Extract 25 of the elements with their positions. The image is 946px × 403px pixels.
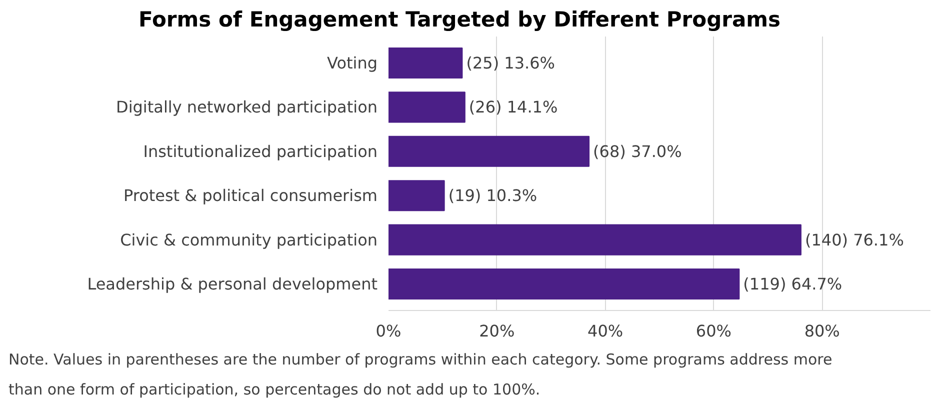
y-tick-label: Protest & political consumerism	[123, 186, 378, 206]
bar	[388, 47, 463, 79]
bar	[388, 136, 590, 167]
data-label: (140) 76.1%	[804, 230, 904, 250]
y-tick-label: Institutionalized participation	[143, 142, 378, 161]
bar	[388, 92, 466, 123]
bar	[388, 224, 802, 256]
chart-title: Forms of Engagement Targeted by Different Programs	[138, 8, 781, 32]
y-tick-label: Digitally networked participation	[116, 98, 378, 117]
data-label: (119) 64.7%	[743, 274, 842, 294]
data-label: (19) 10.3%	[448, 186, 538, 206]
text: Note. Values in parentheses are the number of programs within each category. Some programs address more than one form of participation, so percentages do not add up to 100%.	[8, 350, 832, 398]
data-label: (68) 37.0%	[593, 142, 682, 161]
x-tick-label: 80%	[804, 322, 840, 340]
y-tick-label: Leadership & personal development	[87, 274, 378, 294]
bar	[388, 180, 445, 212]
x-tick-label: 0%	[376, 322, 402, 340]
data-label: (25) 13.6%	[466, 54, 555, 73]
x-tick-label: 20%	[479, 322, 515, 340]
data-label: (26) 14.1%	[468, 98, 558, 117]
x-tick-label: 60%	[696, 322, 732, 340]
y-tick-label: Civic & community participation	[120, 230, 378, 250]
bar	[388, 268, 740, 300]
y-tick-label: Voting	[326, 54, 378, 73]
x-tick-label: 40%	[588, 322, 624, 340]
